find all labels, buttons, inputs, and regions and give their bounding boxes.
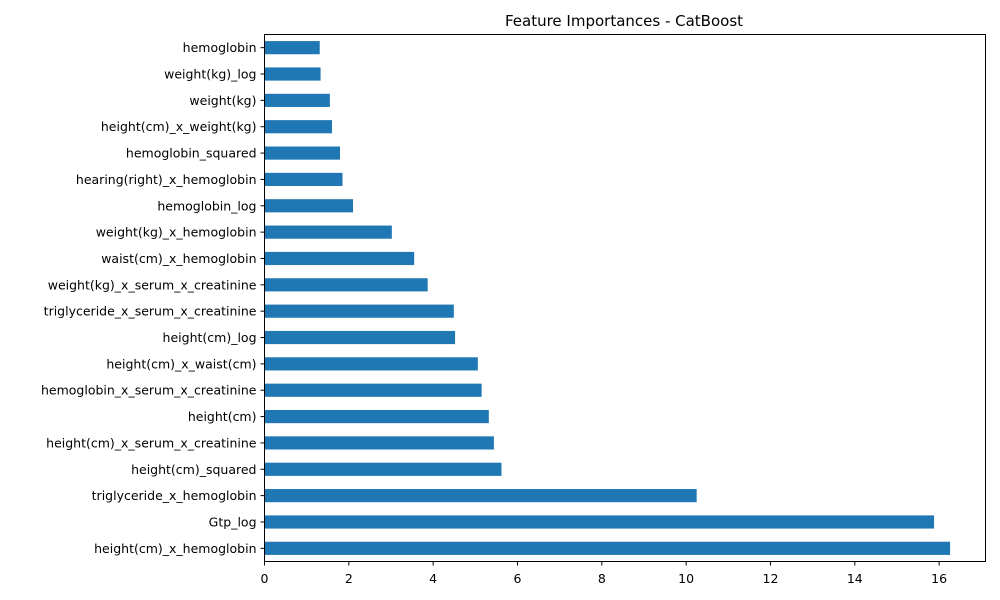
chart-title: Feature Importances - CatBoost <box>505 12 743 30</box>
y-axis-tick-labels: hemoglobin weight(kg)_log weight(kg) height… <box>41 40 265 556</box>
x-tick-label: 12 <box>763 571 779 586</box>
bar-10 <box>264 304 454 318</box>
x-tick-label: 2 <box>345 571 353 586</box>
plot-frame <box>264 34 986 562</box>
bar-15 <box>264 436 494 450</box>
y-tick-label: triglyceride_x_serum_x_creatinine <box>44 304 257 319</box>
bar-1 <box>264 67 321 81</box>
y-tick-label: hemoglobin_squared <box>126 146 257 161</box>
bar-5 <box>264 172 343 187</box>
y-tick-label: triglyceride_x_hemoglobin <box>92 488 257 503</box>
x-tick-label: 8 <box>598 571 606 586</box>
x-tick-label: 6 <box>514 571 522 586</box>
y-tick-label: height(cm)_squared <box>131 462 256 477</box>
y-tick-label: weight(kg) <box>189 93 256 108</box>
y-tick-label: height(cm)_x_hemoglobin <box>94 541 256 556</box>
bar-17 <box>264 489 697 503</box>
x-tick-label: 14 <box>847 571 863 586</box>
bar-18 <box>264 515 935 529</box>
y-tick-label: Gtp_log <box>209 514 257 529</box>
y-tick-label: hearing(right)_x_hemoglobin <box>76 172 257 187</box>
y-tick-label: weight(kg)_log <box>164 67 256 82</box>
bar-7 <box>264 225 392 239</box>
y-tick-label: height(cm)_log <box>163 330 257 345</box>
x-tick-label: 0 <box>261 571 269 586</box>
y-tick-label: height(cm)_x_serum_x_creatinine <box>46 435 257 450</box>
bar-12 <box>264 357 478 371</box>
bar-0 <box>264 41 320 55</box>
bar-2 <box>264 93 330 107</box>
x-tick-label: 4 <box>429 571 437 586</box>
y-tick-label: hemoglobin <box>183 40 257 55</box>
y-tick-label: weight(kg)_x_hemoglobin <box>96 225 257 240</box>
y-tick-label: hemoglobin_log <box>157 198 256 213</box>
bar-13 <box>264 383 482 397</box>
bar-19 <box>264 541 951 555</box>
y-tick-label: height(cm) <box>188 409 257 424</box>
x-axis-ticks: 0 2 4 6 8 10 12 14 16 <box>261 561 947 586</box>
x-tick-label: 10 <box>678 571 694 586</box>
x-tick-label: 16 <box>931 571 947 586</box>
bar-6 <box>264 199 354 213</box>
bars-group <box>264 41 951 555</box>
bar-16 <box>264 462 502 476</box>
bar-4 <box>264 146 340 160</box>
bar-8 <box>264 251 415 266</box>
y-tick-label: height(cm)_x_waist(cm) <box>106 356 256 371</box>
bar-11 <box>264 330 456 345</box>
bar-3 <box>264 120 332 134</box>
y-tick-label: height(cm)_x_weight(kg) <box>101 119 257 134</box>
bar-9 <box>264 278 428 292</box>
y-tick-label: hemoglobin_x_serum_x_creatinine <box>41 383 257 398</box>
y-tick-label: waist(cm)_x_hemoglobin <box>101 251 256 266</box>
bar-14 <box>264 409 489 424</box>
y-tick-label: weight(kg)_x_serum_x_creatinine <box>48 277 257 292</box>
